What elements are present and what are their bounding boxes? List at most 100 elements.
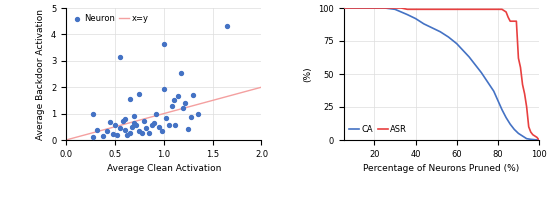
CA (421, 23, 427, 25)
CA (491, 90, 497, 92)
Neuron (155, 125, 163, 128)
CA (532, 139, 538, 141)
ASR (371, 7, 378, 9)
Neuron (160, 42, 168, 45)
ASR (536, 139, 542, 141)
ASR (466, 8, 472, 11)
Neuron (184, 127, 192, 131)
ASR (472, 8, 478, 11)
CA (503, 116, 509, 119)
ASR (453, 8, 460, 11)
CA (428, 27, 435, 29)
CA (511, 128, 518, 131)
ASR (499, 8, 505, 11)
ASR (505, 16, 512, 18)
Neuron (179, 107, 188, 110)
CA (398, 11, 404, 13)
Neuron (116, 127, 124, 130)
Neuron (116, 55, 124, 58)
ASR (511, 20, 518, 22)
ASR (478, 8, 485, 11)
Neuron (140, 119, 148, 123)
Neuron (223, 25, 232, 28)
ASR (494, 8, 501, 11)
Neuron (132, 124, 141, 127)
ASR (519, 83, 526, 86)
ASR (530, 134, 536, 136)
Neuron (167, 104, 176, 107)
Neuron (130, 121, 139, 124)
Neuron (122, 134, 131, 137)
Neuron (145, 131, 153, 134)
ASR (445, 8, 452, 11)
CA (453, 42, 460, 45)
CA (494, 99, 501, 102)
CA (472, 64, 478, 66)
ASR (524, 106, 530, 108)
CA (340, 7, 347, 9)
ASR (515, 57, 522, 59)
Y-axis label: Average Backdoor Activation: Average Backdoor Activation (36, 8, 45, 140)
Neuron (118, 119, 127, 123)
Line: ASR: ASR (333, 8, 539, 140)
CA (527, 138, 534, 141)
ASR (404, 8, 411, 11)
Neuron (106, 120, 114, 124)
ASR (527, 131, 534, 133)
ASR (392, 7, 398, 9)
CA (437, 31, 443, 33)
Neuron (125, 97, 134, 101)
Neuron (151, 112, 160, 115)
ASR (513, 20, 520, 22)
ASR (509, 20, 515, 22)
Line: CA: CA (333, 8, 539, 140)
ASR (361, 7, 367, 9)
Neuron (99, 134, 108, 138)
Neuron (147, 124, 156, 127)
CA (507, 123, 514, 125)
ASR (532, 135, 538, 137)
Neuron (142, 127, 151, 130)
Neuron (135, 92, 144, 95)
CA (371, 7, 378, 9)
ASR (350, 7, 357, 9)
CA (478, 71, 485, 74)
ASR (521, 93, 528, 95)
ASR (437, 8, 443, 11)
CA (460, 49, 466, 51)
ASR (412, 8, 419, 11)
Neuron (125, 132, 134, 135)
CA (499, 108, 505, 111)
Neuron (150, 121, 158, 124)
ASR (525, 126, 532, 128)
Neuron (108, 133, 117, 136)
Neuron (164, 123, 173, 126)
CA (484, 81, 491, 83)
CA (404, 13, 411, 16)
CA (466, 56, 472, 58)
ASR (421, 8, 427, 11)
Legend: CA, ASR: CA, ASR (348, 123, 409, 136)
CA (392, 8, 398, 11)
Neuron (138, 132, 147, 135)
Neuron (169, 99, 178, 102)
CA (445, 36, 452, 38)
Y-axis label: (%): (%) (304, 66, 312, 82)
ASR (398, 7, 404, 9)
ASR (381, 7, 388, 9)
ASR (484, 8, 491, 11)
Neuron (160, 87, 168, 90)
ASR (460, 8, 466, 11)
ASR (507, 20, 514, 22)
Neuron (194, 112, 202, 115)
ASR (491, 8, 497, 11)
CA (350, 7, 357, 9)
Neuron (189, 94, 197, 97)
Neuron (93, 128, 102, 132)
Neuron (174, 95, 183, 98)
CA (515, 132, 522, 135)
CA (412, 17, 419, 20)
ASR (534, 136, 540, 139)
X-axis label: Percentage of Neurons Pruned (%): Percentage of Neurons Pruned (%) (363, 164, 519, 173)
ASR (517, 66, 524, 69)
